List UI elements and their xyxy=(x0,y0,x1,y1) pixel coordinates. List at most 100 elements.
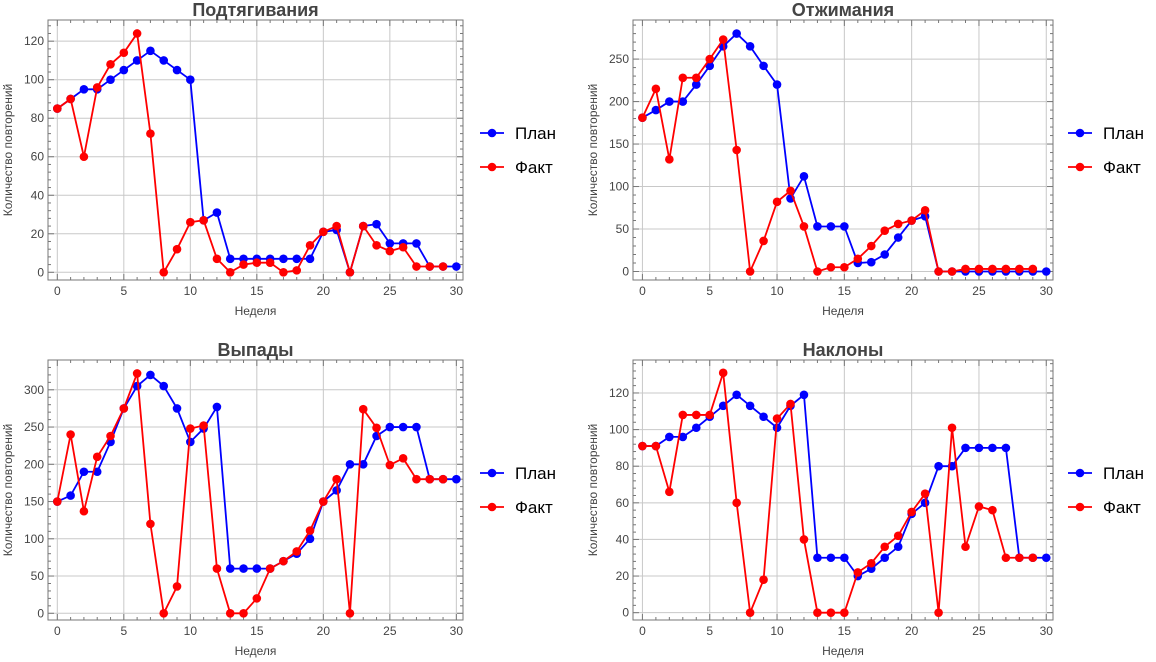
data-point-fact xyxy=(398,242,408,252)
x-axis-label: Неделя xyxy=(235,644,277,658)
y-axis-label: Количество повторений xyxy=(586,84,600,216)
data-point-fact xyxy=(279,556,288,566)
plot-frame xyxy=(47,359,464,621)
data-point-plan xyxy=(1001,443,1011,453)
y-tick-label: 40 xyxy=(31,188,45,202)
data-point-plan xyxy=(106,75,115,85)
legend-label: План xyxy=(1103,124,1144,143)
data-point-fact xyxy=(332,221,341,231)
data-point-fact xyxy=(425,262,435,271)
data-point-fact xyxy=(988,264,997,274)
legend-label: План xyxy=(515,124,556,143)
y-tick-label: 0 xyxy=(622,265,629,279)
legend-marker xyxy=(487,502,497,512)
data-point-plan xyxy=(279,254,288,264)
x-tick-label: 25 xyxy=(972,624,986,638)
x-tick-label: 0 xyxy=(54,624,61,638)
data-point-fact xyxy=(665,155,674,164)
y-tick-label: 100 xyxy=(24,532,44,546)
data-point-plan xyxy=(132,56,142,65)
data-point-fact xyxy=(132,369,142,378)
data-point-plan xyxy=(212,402,222,412)
data-point-fact xyxy=(651,441,661,451)
x-axis-label: Неделя xyxy=(235,304,277,318)
data-point-plan xyxy=(880,553,890,563)
data-point-fact xyxy=(880,542,890,552)
data-point-fact xyxy=(732,145,741,155)
y-tick-label: 50 xyxy=(616,222,630,236)
y-tick-label: 80 xyxy=(31,111,45,125)
data-point-fact xyxy=(840,608,849,617)
y-tick-label: 20 xyxy=(31,227,45,241)
x-tick-label: 0 xyxy=(639,624,646,638)
chart-title: Выпады xyxy=(217,340,293,360)
data-point-plan xyxy=(732,390,741,400)
data-point-fact xyxy=(853,568,863,577)
legend-marker xyxy=(1075,162,1085,172)
x-tick-label: 30 xyxy=(450,284,464,298)
data-point-fact xyxy=(893,531,903,541)
legend-label: План xyxy=(515,464,556,483)
y-axis-label: Количество повторений xyxy=(1,84,15,216)
data-point-fact xyxy=(425,474,435,484)
data-point-fact xyxy=(772,197,782,207)
data-point-fact xyxy=(920,489,930,498)
data-point-plan xyxy=(826,553,836,563)
data-point-fact xyxy=(53,497,62,506)
data-point-plan xyxy=(691,423,701,433)
data-point-plan xyxy=(345,459,355,469)
legend-marker xyxy=(487,162,497,172)
series-line-fact xyxy=(642,372,1033,617)
data-point-fact xyxy=(718,35,728,44)
data-point-fact xyxy=(974,502,984,511)
x-tick-label: 20 xyxy=(905,284,919,298)
x-tick-label: 20 xyxy=(905,624,919,638)
data-point-plan xyxy=(79,467,89,477)
data-point-fact xyxy=(239,260,248,269)
data-point-fact xyxy=(305,526,315,535)
data-point-plan xyxy=(745,401,755,411)
data-point-fact xyxy=(186,217,195,227)
data-point-fact xyxy=(239,608,248,618)
data-point-fact xyxy=(893,219,903,229)
data-point-plan xyxy=(119,65,129,75)
data-point-plan xyxy=(172,65,182,75)
x-tick-label: 5 xyxy=(120,284,127,298)
data-point-plan xyxy=(172,404,182,413)
data-point-plan xyxy=(252,564,262,573)
data-point-fact xyxy=(398,454,408,463)
data-point-fact xyxy=(907,216,916,225)
data-point-plan xyxy=(1041,553,1051,563)
data-point-fact xyxy=(799,535,809,544)
y-tick-label: 0 xyxy=(622,606,629,620)
y-tick-label: 100 xyxy=(609,423,629,437)
data-point-fact xyxy=(319,497,328,506)
data-point-plan xyxy=(799,172,809,181)
x-tick-label: 0 xyxy=(54,284,61,298)
data-point-plan xyxy=(292,254,302,264)
x-tick-label: 5 xyxy=(706,624,713,638)
data-point-fact xyxy=(988,505,997,515)
series-line-fact xyxy=(641,37,1033,275)
data-point-fact xyxy=(1015,553,1024,563)
x-tick-label: 5 xyxy=(120,624,127,638)
data-point-plan xyxy=(212,208,222,217)
data-point-fact xyxy=(345,267,355,277)
y-tick-label: 200 xyxy=(609,95,629,109)
y-tick-label: 250 xyxy=(24,420,44,434)
data-point-plan xyxy=(385,239,395,248)
data-point-fact xyxy=(119,404,129,413)
data-point-plan xyxy=(759,412,768,422)
data-point-fact xyxy=(92,83,102,92)
data-point-fact xyxy=(786,399,795,409)
data-point-fact xyxy=(79,506,89,516)
data-point-fact xyxy=(159,267,169,277)
data-point-fact xyxy=(1028,264,1038,274)
data-point-plan xyxy=(372,219,381,229)
data-point-fact xyxy=(332,474,341,484)
plot-frame xyxy=(632,359,1054,621)
y-tick-label: 120 xyxy=(609,386,629,400)
data-point-fact xyxy=(106,431,115,441)
data-point-plan xyxy=(66,491,75,500)
